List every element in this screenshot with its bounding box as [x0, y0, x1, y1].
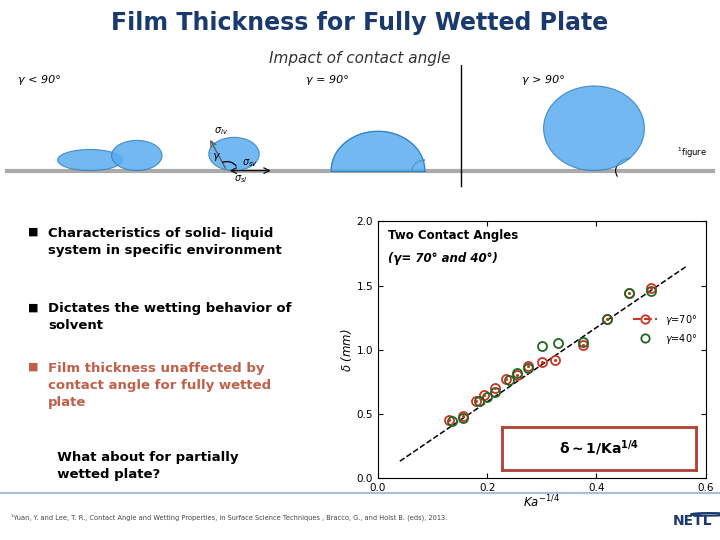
Circle shape: [544, 86, 644, 171]
Text: $\sigma_{sv}$: $\sigma_{sv}$: [243, 157, 258, 169]
Text: Impact of contact angle: Impact of contact angle: [269, 51, 451, 66]
Y-axis label: $δ$ (mm): $δ$ (mm): [338, 328, 354, 372]
Legend: $\gamma$=70°, $\gamma$=40°: $\gamma$=70°, $\gamma$=40°: [629, 309, 701, 349]
Text: $\gamma$: $\gamma$: [212, 151, 221, 163]
Text: $\sigma_{lv}$: $\sigma_{lv}$: [215, 125, 228, 137]
Text: Film Thickness for Fully Wetted Plate: Film Thickness for Fully Wetted Plate: [112, 11, 608, 35]
Text: Two Contact Angles: Two Contact Angles: [388, 229, 518, 242]
Text: Characteristics of solid- liquid
system in specific environment: Characteristics of solid- liquid system …: [48, 227, 282, 257]
Text: NETL: NETL: [673, 514, 713, 528]
Text: $\sigma_{sl}$: $\sigma_{sl}$: [235, 173, 248, 185]
X-axis label: $Ka^{-1/4}$: $Ka^{-1/4}$: [523, 494, 560, 511]
Text: γ = 90°: γ = 90°: [306, 75, 349, 85]
Text: γ < 90°: γ < 90°: [18, 75, 61, 85]
Text: What about for partially
  wetted plate?: What about for partially wetted plate?: [48, 451, 239, 481]
Ellipse shape: [112, 140, 162, 171]
Text: ¹Yuan, Y. and Lee, T. R., Contact Angle and Wetting Properties, in Surface Scien: ¹Yuan, Y. and Lee, T. R., Contact Angle …: [11, 513, 447, 521]
Text: ■: ■: [28, 302, 38, 313]
Ellipse shape: [58, 150, 122, 171]
Text: (γ= 70° and 40°): (γ= 70° and 40°): [388, 252, 498, 265]
Polygon shape: [331, 131, 425, 171]
Ellipse shape: [209, 137, 259, 171]
Text: $^1$figure: $^1$figure: [677, 145, 707, 159]
Text: ■: ■: [28, 227, 38, 237]
Text: γ > 90°: γ > 90°: [522, 75, 565, 85]
Text: ■: ■: [28, 362, 38, 372]
Text: Dictates the wetting behavior of
solvent: Dictates the wetting behavior of solvent: [48, 302, 292, 333]
Text: Film thickness unaffected by
contact angle for fully wetted
plate: Film thickness unaffected by contact ang…: [48, 362, 271, 409]
